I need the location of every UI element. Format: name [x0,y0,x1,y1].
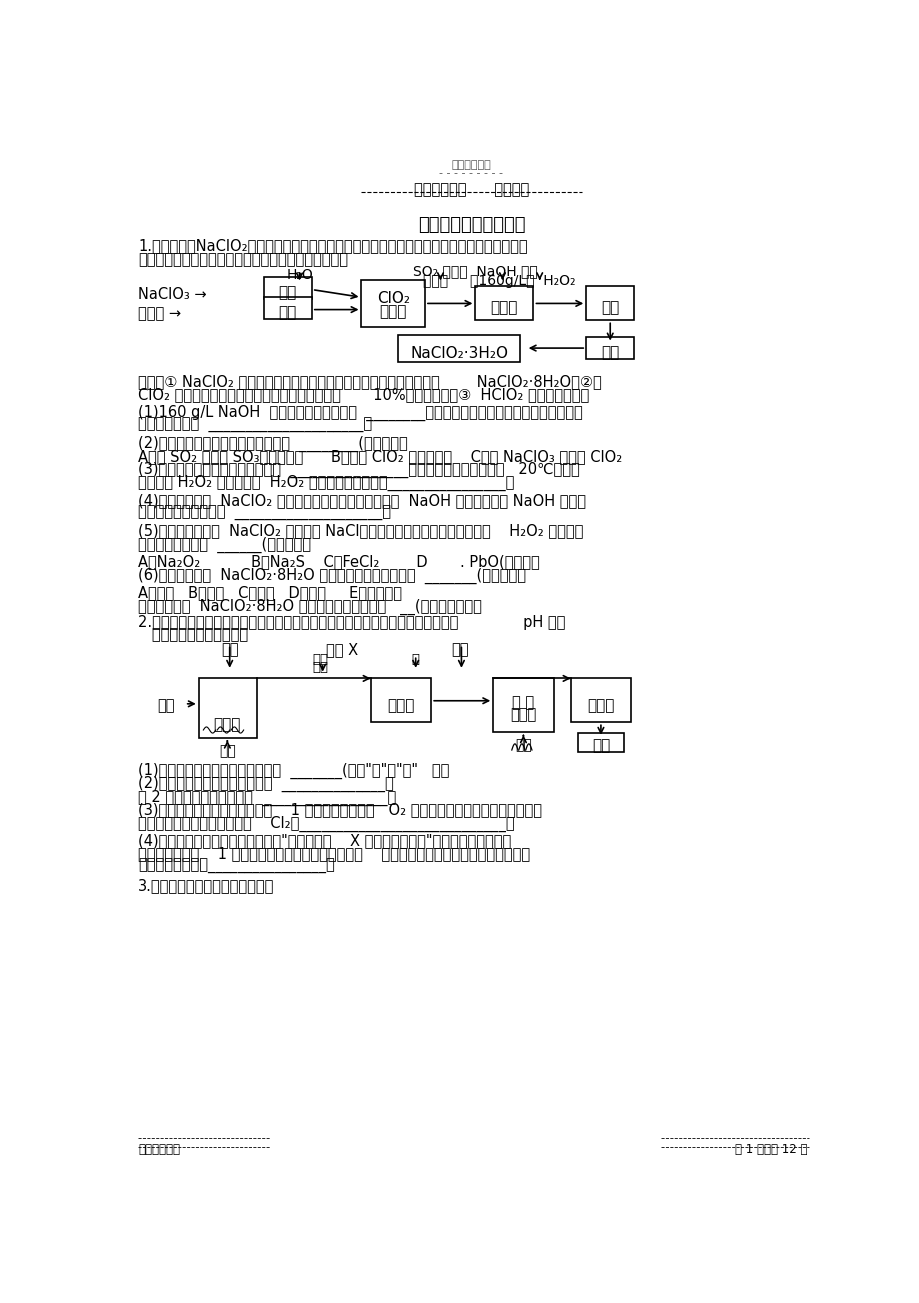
Text: 吸收塔: 吸收塔 [490,301,517,315]
Text: 为什么不用更廉价的空气替代    Cl₂？____________________________。: 为什么不用更廉价的空气替代 Cl₂？______________________… [138,816,515,831]
Text: 蒸气: 蒸气 [515,739,531,752]
Text: 要得到更纯的  NaClO₂·8H₂O 晶体必须进行的操作是   __(填操作名称）。: 要得到更纯的 NaClO₂·8H₂O 晶体必须进行的操作是 __(填操作名称）。 [138,598,482,615]
Text: 杀菌。以下是过氧化氢法生产亚氯酸钠的工艺流程图：: 杀菌。以下是过氧化氢法生产亚氯酸钠的工艺流程图： [138,251,348,267]
Text: - - - - - - - - -: - - - - - - - - - [439,168,503,179]
Text: 以选择的还原剂是  ______(填序号）。: 以选择的还原剂是 ______(填序号）。 [138,537,311,552]
Text: 要的一个条件是  _____________________。: 要的一个条件是 _____________________。 [138,418,372,433]
Text: 滤液: 滤液 [600,345,618,360]
Text: 混合气     （160g/L）  H₂O₂: 混合气 （160g/L） H₂O₂ [423,274,575,288]
Text: SO₂ 和空气  NaOH 溶液: SO₂ 和空气 NaOH 溶液 [413,265,538,278]
Text: H₂O: H₂O [287,268,313,281]
FancyBboxPatch shape [585,337,633,358]
Text: NaClO₃ →: NaClO₃ → [138,287,207,302]
Text: 空气: 空气 [219,744,235,758]
Text: 化工工艺流程专项训练: 化工工艺流程专项训练 [417,216,525,235]
FancyBboxPatch shape [475,287,533,321]
FancyBboxPatch shape [370,679,431,722]
Text: A．蒸馏   B．蒸发   C．灼烧   D．过滤     E．冷却结晶: A．蒸馏 B．蒸发 C．灼烧 D．过滤 E．冷却结晶 [138,585,402,601]
Text: ClO₂ 易分解爆炸，一般用稀有气体或空气稀释到       10%以下较安全；③  HClO₂ 可看成是强酸。: ClO₂ 易分解爆炸，一般用稀有气体或空气稀释到 10%以下较安全；③ HClO… [138,387,589,403]
Text: A．Na₂O₂           B．Na₂S    C．FeCl₂        D       . PbO(悬浊液）: A．Na₂O₂ B．Na₂S C．FeCl₂ D . PbO(悬浊液） [138,555,539,569]
Text: 过滤: 过滤 [600,301,618,315]
Text: 精选学习资料: 精选学习资料 [451,160,491,171]
Text: 生产过程中对第    1 次氯化液直接蒸馏也可得到产品，    不必进行上述过程，请对该同学的说法: 生产过程中对第 1 次氯化液直接蒸馏也可得到产品， 不必进行上述过程，请对该同学… [138,846,529,861]
Text: 3.某一化工厂的生产流程如下图：: 3.某一化工厂的生产流程如下图： [138,878,275,894]
Text: 氯气: 氯气 [450,642,468,657]
Text: (6)从滤液中得到  NaClO₂·8H₂O 粗晶体的实验操作依次是  _______(填序号）。: (6)从滤液中得到 NaClO₂·8H₂O 粗晶体的实验操作依次是 ______… [138,568,526,584]
Text: 已知：① NaClO₂ 的溶解度随温度升高而增大，适当条件下可结晶析出        NaClO₂·8H₂O；②纯: 已知：① NaClO₂ 的溶解度随温度升高而增大，适当条件下可结晶析出 NaCl… [138,374,601,390]
FancyBboxPatch shape [585,287,633,321]
Text: 产物: 产物 [591,737,609,753]
Text: 2.下图所示是以海水为原料，获得某产品的工艺流程图。已知在吸收塔中，溶液的              pH 显著: 2.下图所示是以海水为原料，获得某产品的工艺流程图。已知在吸收塔中，溶液的 pH… [138,615,565,629]
Text: (1)160 g/L NaOH  溶液的物质的量浓度为  ________，若要计算该溶液溶质的质量分数，还需: (1)160 g/L NaOH 溶液的物质的量浓度为 ________，若要计算… [138,405,583,421]
Text: (1)图中两次氧化的作用是否相同：  _______(选填"是"或"否"   ）。: (1)图中两次氧化的作用是否相同： _______(选填"是"或"否" ）。 [138,764,449,779]
FancyBboxPatch shape [570,679,630,722]
Text: (2)吸收塔中反应的化学方程式为  ______________，: (2)吸收塔中反应的化学方程式为 ______________， [138,777,393,792]
Text: 第 1 页，共 12 页: 第 1 页，共 12 页 [733,1143,806,1156]
Text: 减小。试回答下列问题：: 减小。试回答下列问题： [138,628,248,642]
Text: 量的简单的实验方法是  ____________________。: 量的简单的实验方法是 ____________________。 [138,506,391,521]
Text: 溶解: 溶解 [278,285,297,300]
Text: (2)在发生器中鼓入空气的作用可能是  ________(填序号）。: (2)在发生器中鼓入空气的作用可能是 ________(填序号）。 [138,437,407,452]
Text: 蒸 气: 蒸 气 [512,696,534,710]
Text: NaClO₂·3H₂O: NaClO₂·3H₂O [410,345,507,361]
FancyBboxPatch shape [264,297,312,319]
Text: 氯气: 氯气 [221,642,238,657]
FancyBboxPatch shape [361,280,425,327]
Text: 的是防止 H₂O₂ 分解，写出  H₂O₂ 分解的化学方程式：________________。: 的是防止 H₂O₂ 分解，写出 H₂O₂ 分解的化学方程式：__________… [138,476,514,491]
Text: 载溴: 载溴 [312,653,328,666]
Text: A．将 SO₂ 氧化成 SO₃，增强酸性      B．稀释 ClO₂ 以防止爆炸    C．将 NaClO₃ 氧化成 ClO₂: A．将 SO₂ 氧化成 SO₃，增强酸性 B．稀释 ClO₂ 以防止爆炸 C．将… [138,450,622,464]
Text: 冷凝器: 冷凝器 [586,697,614,713]
FancyBboxPatch shape [199,679,256,737]
FancyBboxPatch shape [493,679,553,732]
Text: (3)资料证实，在酸性介质中，第    1 次氯化过程中可用   O₂ 或空气替代。但在实际工业生产中: (3)资料证实，在酸性介质中，第 1 次氯化过程中可用 O₂ 或空气替代。但在实… [138,803,541,817]
Text: 第 2 次氧化的离子方程式为  _________________。: 第 2 次氧化的离子方程式为 _________________。 [138,790,396,805]
Text: 1.亚氯酸钠（NaClO₂）是一种重要的含氯消毒剂，主要用于水的消毒以及砂糖、油脂的漂白与: 1.亚氯酸钠（NaClO₂）是一种重要的含氯消毒剂，主要用于水的消毒以及砂糖、油… [138,238,528,253]
FancyBboxPatch shape [397,335,520,362]
Text: 发生器: 发生器 [380,304,406,319]
Text: 作出正确的评论：________________。: 作出正确的评论：________________。 [138,860,335,874]
Text: (4)本工艺的处理方法可简单概括为"空气吹出、    X 气体吸收、氯化"。某同学认为在工业: (4)本工艺的处理方法可简单概括为"空气吹出、 X 气体吸收、氯化"。某同学认为… [138,833,511,848]
Text: 优秀学习资料      欢迎下载: 优秀学习资料 欢迎下载 [414,182,528,197]
FancyBboxPatch shape [577,734,623,752]
Text: 名师归纳总结: 名师归纳总结 [138,1143,180,1156]
Text: 气体 X: 气体 X [325,642,357,657]
Text: 稀硫酸 →: 稀硫酸 → [138,306,181,322]
Text: 水: 水 [412,653,419,666]
Text: ClO₂: ClO₂ [376,291,409,306]
Text: 空气: 空气 [312,662,328,675]
Text: 海水: 海水 [157,697,175,713]
Text: 鼓风塔: 鼓风塔 [213,717,241,732]
Text: (4)在碱性溶液中  NaClO₂ 比较稳定，所以吸收塔中应维持  NaOH 稍过量，判断 NaOH 是否过: (4)在碱性溶液中 NaClO₂ 比较稳定，所以吸收塔中应维持 NaOH 稍过量… [138,493,585,508]
Text: (5)吸收塔中为防止  NaClO₂ 被还原成 NaCl，所用还原剂的还原性应适中。除    H₂O₂ 外，还可: (5)吸收塔中为防止 NaClO₂ 被还原成 NaCl，所用还原剂的还原性应适中… [138,524,583,538]
Text: 吸收塔: 吸收塔 [387,697,414,713]
Text: 配料: 配料 [278,305,297,321]
Text: 驱赶塔: 驱赶塔 [510,708,536,722]
Text: (3)吸收塔内的反应的化学方程式为  ________________，吸收塔的温度不能超过   20℃，其目: (3)吸收塔内的反应的化学方程式为 ________________，吸收塔的温… [138,463,579,478]
FancyBboxPatch shape [264,278,312,298]
